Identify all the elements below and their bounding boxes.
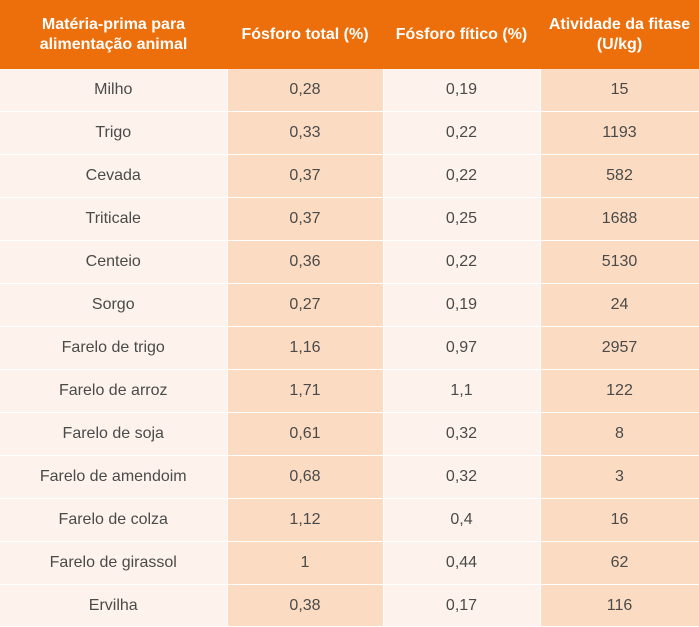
cell-raw-material: Sorgo <box>0 283 228 327</box>
table-row: Milho 0,28 0,19 15 <box>0 69 699 112</box>
header-raw-material: Matéria-prima para alimentação animal <box>0 0 227 69</box>
cell-raw-material: Farelo de trigo <box>0 326 228 370</box>
cell-total-phosphorus: 0,27 <box>227 283 384 327</box>
cell-phytase-activity: 8 <box>540 412 699 456</box>
table-row: Farelo de soja 0,61 0,32 8 <box>0 412 699 456</box>
cell-total-phosphorus: 1,16 <box>227 326 384 370</box>
cell-phytase-activity: 24 <box>540 283 699 327</box>
cell-raw-material: Centeio <box>0 240 228 284</box>
table-body: Milho 0,28 0,19 15 Trigo 0,33 0,22 1193 Cevada 0,… <box>0 69 699 627</box>
cell-phytase-activity: 16 <box>540 498 699 542</box>
header-row: Matéria-prima para alimentação animal Fó… <box>0 0 699 69</box>
cell-phytase-activity: 122 <box>540 369 699 413</box>
cell-raw-material: Farelo de arroz <box>0 369 228 413</box>
cell-phytase-activity: 1688 <box>540 197 699 241</box>
table-row: Farelo de trigo 1,16 0,97 2957 <box>0 326 699 370</box>
table-header: Matéria-prima para alimentação animal Fó… <box>0 0 699 69</box>
cell-phytic-phosphorus: 0,4 <box>383 498 541 542</box>
cell-raw-material: Ervilha <box>0 584 228 627</box>
cell-phytic-phosphorus: 0,19 <box>383 69 541 112</box>
cell-phytic-phosphorus: 0,17 <box>383 584 541 627</box>
cell-phytic-phosphorus: 0,25 <box>383 197 541 241</box>
cell-phytase-activity: 1193 <box>540 111 699 155</box>
table-row: Triticale 0,37 0,25 1688 <box>0 197 699 241</box>
cell-phytase-activity: 2957 <box>540 326 699 370</box>
cell-total-phosphorus: 0,36 <box>227 240 384 284</box>
table-row: Farelo de girassol 1 0,44 62 <box>0 541 699 585</box>
cell-phytase-activity: 15 <box>540 69 699 112</box>
cell-phytase-activity: 3 <box>540 455 699 499</box>
cell-total-phosphorus: 0,37 <box>227 197 384 241</box>
cell-phytic-phosphorus: 1,1 <box>383 369 541 413</box>
cell-phytase-activity: 5130 <box>540 240 699 284</box>
cell-total-phosphorus: 0,33 <box>227 111 384 155</box>
cell-total-phosphorus: 0,38 <box>227 584 384 627</box>
cell-raw-material: Farelo de soja <box>0 412 228 456</box>
cell-raw-material: Trigo <box>0 111 228 155</box>
cell-total-phosphorus: 0,68 <box>227 455 384 499</box>
cell-phytase-activity: 116 <box>540 584 699 627</box>
table-row: Sorgo 0,27 0,19 24 <box>0 283 699 327</box>
cell-phytic-phosphorus: 0,22 <box>383 111 541 155</box>
cell-raw-material: Milho <box>0 69 228 112</box>
table-row: Cevada 0,37 0,22 582 <box>0 154 699 198</box>
cell-raw-material: Cevada <box>0 154 228 198</box>
cell-phytase-activity: 62 <box>540 541 699 585</box>
cell-raw-material: Farelo de amendoim <box>0 455 228 499</box>
table-row: Farelo de amendoim 0,68 0,32 3 <box>0 455 699 499</box>
table-row: Farelo de colza 1,12 0,4 16 <box>0 498 699 542</box>
cell-phytic-phosphorus: 0,97 <box>383 326 541 370</box>
table-row: Trigo 0,33 0,22 1193 <box>0 111 699 155</box>
cell-total-phosphorus: 1 <box>227 541 384 585</box>
cell-phytase-activity: 582 <box>540 154 699 198</box>
header-total-phosphorus: Fósforo total (%) <box>227 0 383 69</box>
header-phytase-activity: Atividade da fitase (U/kg) <box>540 0 699 69</box>
table-row: Ervilha 0,38 0,17 116 <box>0 584 699 627</box>
cell-total-phosphorus: 0,28 <box>227 69 384 112</box>
cell-phytic-phosphorus: 0,32 <box>383 455 541 499</box>
cell-raw-material: Farelo de girassol <box>0 541 228 585</box>
cell-phytic-phosphorus: 0,32 <box>383 412 541 456</box>
cell-raw-material: Farelo de colza <box>0 498 228 542</box>
header-phytic-phosphorus: Fósforo fítico (%) <box>383 0 540 69</box>
cell-raw-material: Triticale <box>0 197 228 241</box>
cell-total-phosphorus: 1,12 <box>227 498 384 542</box>
table-row: Centeio 0,36 0,22 5130 <box>0 240 699 284</box>
cell-phytic-phosphorus: 0,22 <box>383 154 541 198</box>
table-row: Farelo de arroz 1,71 1,1 122 <box>0 369 699 413</box>
cell-total-phosphorus: 0,61 <box>227 412 384 456</box>
cell-total-phosphorus: 1,71 <box>227 369 384 413</box>
cell-phytic-phosphorus: 0,19 <box>383 283 541 327</box>
cell-total-phosphorus: 0,37 <box>227 154 384 198</box>
cell-phytic-phosphorus: 0,22 <box>383 240 541 284</box>
cell-phytic-phosphorus: 0,44 <box>383 541 541 585</box>
